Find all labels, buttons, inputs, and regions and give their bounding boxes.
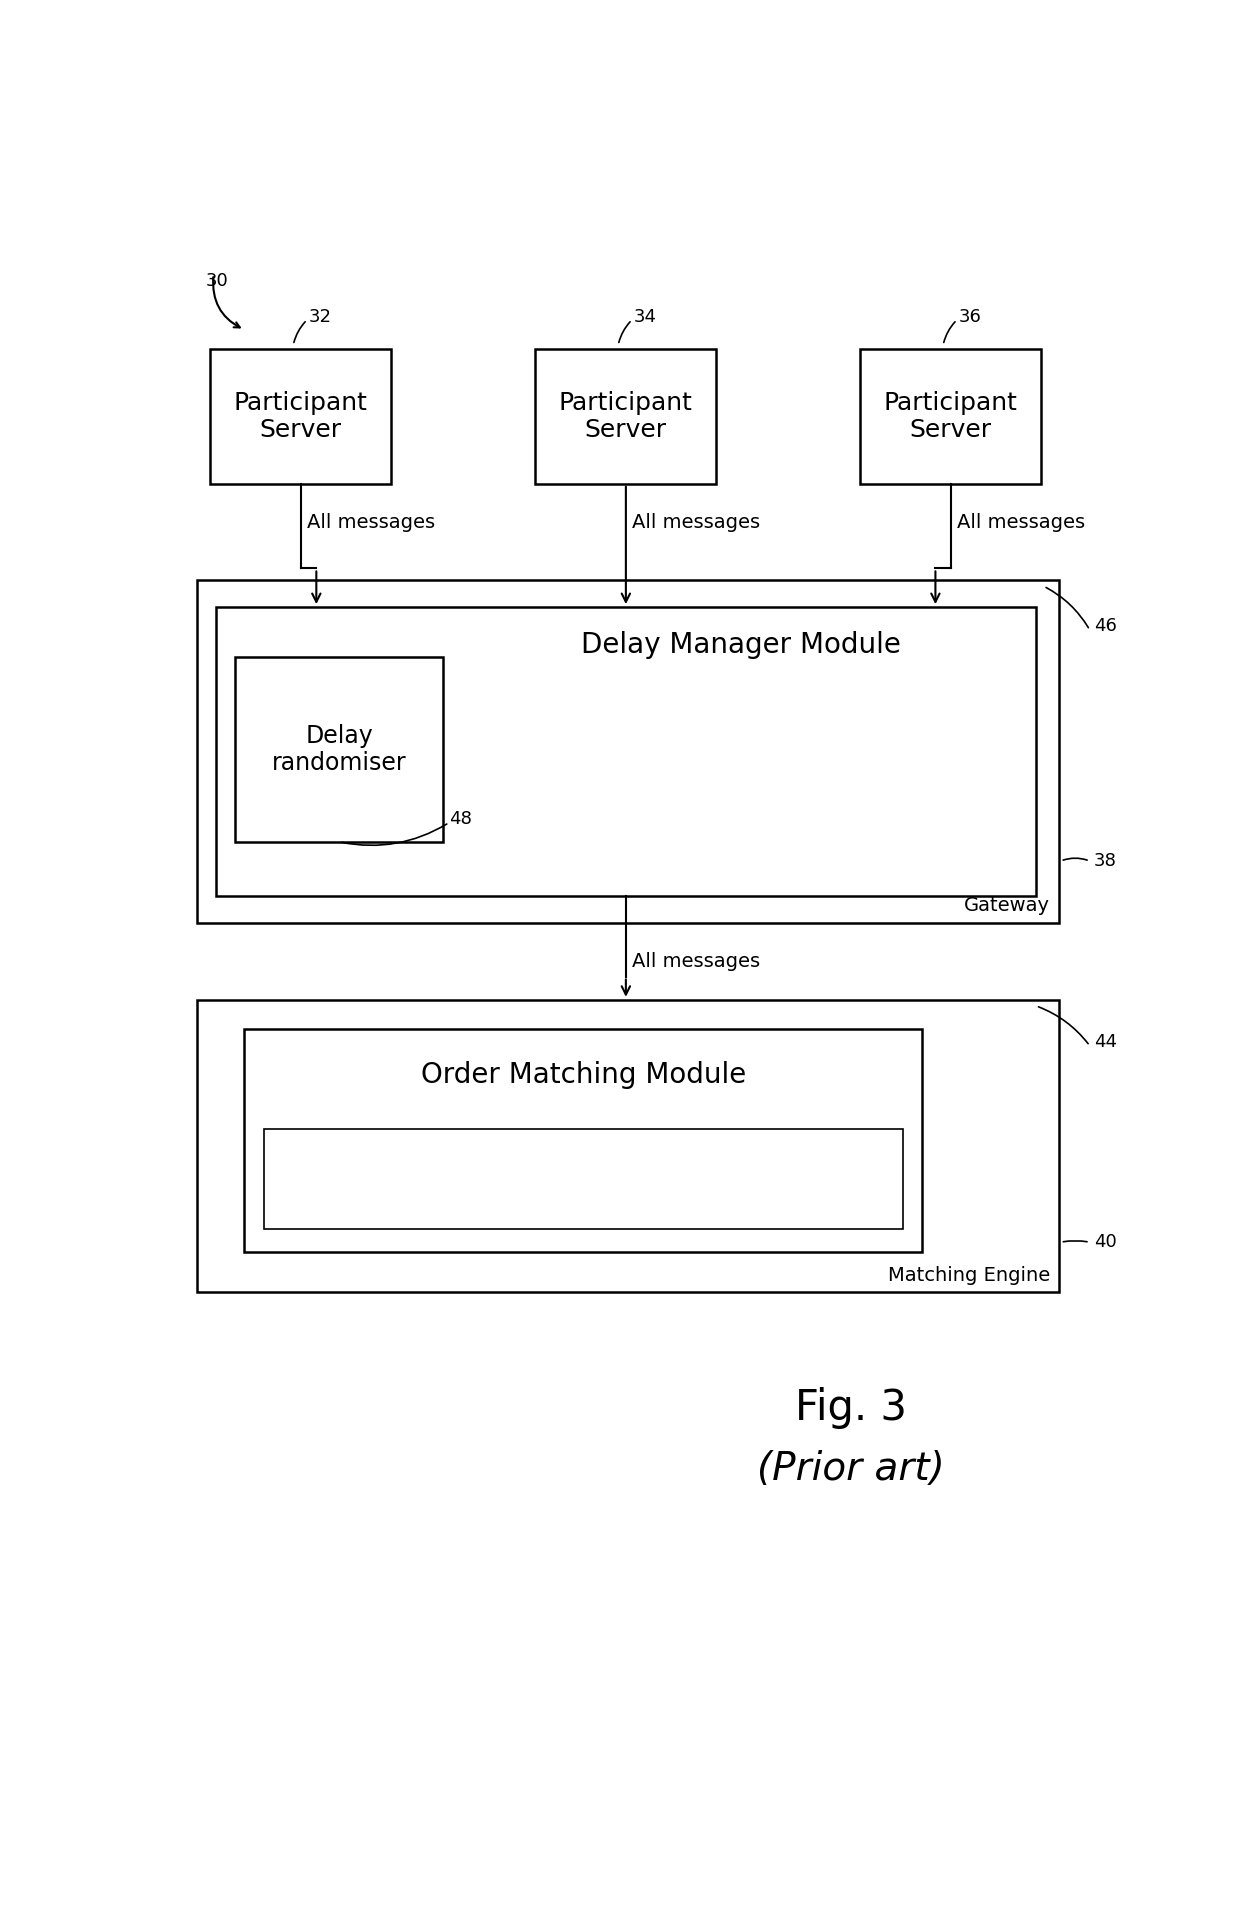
Text: Participant
Server: Participant Server (234, 390, 368, 442)
Bar (211, 348, 392, 484)
Text: 38: 38 (1094, 852, 1116, 871)
Text: Delay
randomiser: Delay randomiser (272, 723, 407, 775)
Text: (Prior art): (Prior art) (758, 1451, 945, 1489)
Text: 46: 46 (1094, 616, 1116, 635)
Text: Participant
Server: Participant Server (884, 390, 1018, 442)
Text: 40: 40 (1094, 1233, 1116, 1252)
Text: Participant
Server: Participant Server (559, 390, 693, 442)
Text: 44: 44 (1094, 1034, 1117, 1051)
Text: All messages: All messages (632, 951, 760, 970)
Text: All messages: All messages (632, 513, 760, 532)
Text: All messages: All messages (308, 513, 435, 532)
Text: Gateway: Gateway (963, 896, 1050, 915)
Text: Matching Engine: Matching Engine (888, 1265, 1050, 1284)
Text: 48: 48 (449, 810, 472, 827)
Bar (197, 999, 1059, 1292)
Text: Delay Manager Module: Delay Manager Module (582, 632, 901, 660)
Text: 32: 32 (309, 308, 331, 325)
Bar (536, 348, 717, 484)
Text: Fig. 3: Fig. 3 (795, 1388, 908, 1428)
Text: Order Matching Module: Order Matching Module (420, 1060, 745, 1089)
Bar (236, 657, 443, 842)
Text: 36: 36 (959, 308, 981, 325)
Bar (264, 1129, 903, 1229)
Bar (216, 607, 1035, 896)
Bar (244, 1030, 921, 1252)
Bar (861, 348, 1042, 484)
Text: 30: 30 (206, 272, 228, 291)
Bar (197, 580, 1059, 923)
Text: All messages: All messages (957, 513, 1085, 532)
Text: 34: 34 (634, 308, 656, 325)
